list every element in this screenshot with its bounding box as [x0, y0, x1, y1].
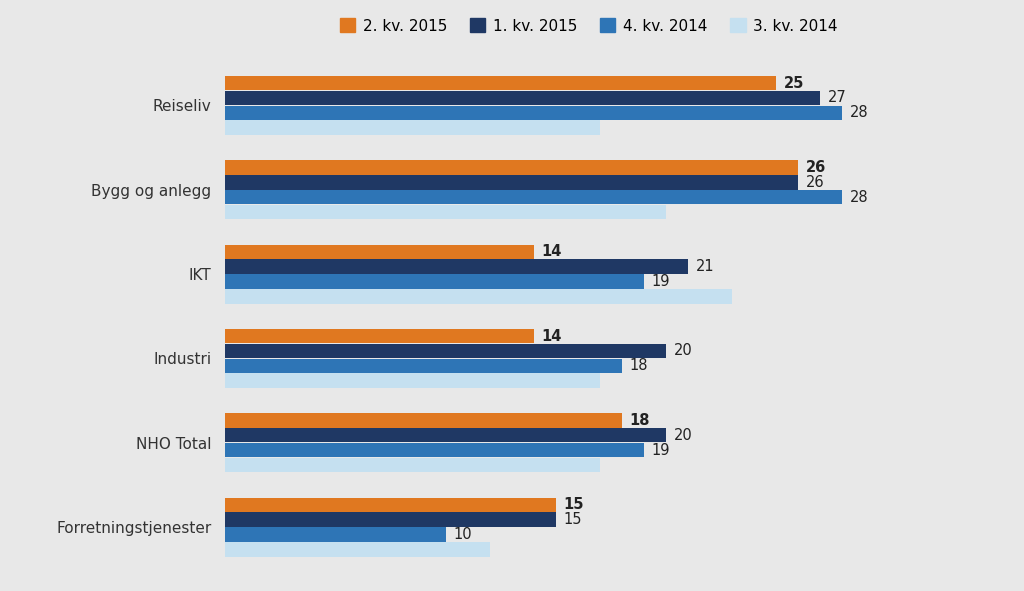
- Text: 18: 18: [630, 358, 648, 374]
- Text: 25: 25: [783, 76, 804, 90]
- Text: 26: 26: [806, 175, 824, 190]
- Bar: [225, 329, 534, 343]
- Text: 27: 27: [827, 90, 847, 105]
- Bar: [225, 527, 445, 542]
- Text: 20: 20: [674, 343, 692, 358]
- Bar: [225, 428, 666, 443]
- Text: 26: 26: [806, 160, 826, 175]
- Bar: [225, 344, 666, 358]
- Bar: [225, 374, 600, 388]
- Text: 14: 14: [542, 244, 562, 259]
- Bar: [225, 359, 622, 373]
- Text: 10: 10: [454, 527, 472, 542]
- Bar: [225, 190, 842, 204]
- Text: 20: 20: [674, 428, 692, 443]
- Text: 19: 19: [651, 443, 670, 457]
- Bar: [225, 175, 798, 190]
- Bar: [225, 259, 688, 274]
- Text: 18: 18: [630, 413, 650, 428]
- Bar: [225, 542, 489, 557]
- Text: 15: 15: [563, 512, 582, 527]
- Text: 19: 19: [651, 274, 670, 289]
- Bar: [225, 204, 666, 219]
- Text: 21: 21: [695, 259, 715, 274]
- Bar: [225, 76, 776, 90]
- Bar: [225, 512, 556, 527]
- Bar: [225, 245, 534, 259]
- Bar: [225, 498, 556, 512]
- Bar: [225, 443, 644, 457]
- Text: 15: 15: [563, 497, 584, 512]
- Bar: [225, 160, 798, 175]
- Bar: [225, 121, 600, 135]
- Bar: [225, 90, 820, 105]
- Bar: [225, 106, 842, 120]
- Bar: [225, 274, 644, 288]
- Bar: [225, 289, 732, 304]
- Text: 28: 28: [850, 105, 868, 121]
- Text: 28: 28: [850, 190, 868, 204]
- Legend: 2. kv. 2015, 1. kv. 2015, 4. kv. 2014, 3. kv. 2014: 2. kv. 2015, 1. kv. 2015, 4. kv. 2014, 3…: [334, 12, 844, 40]
- Bar: [225, 413, 622, 428]
- Text: 14: 14: [542, 329, 562, 343]
- Bar: [225, 457, 600, 472]
